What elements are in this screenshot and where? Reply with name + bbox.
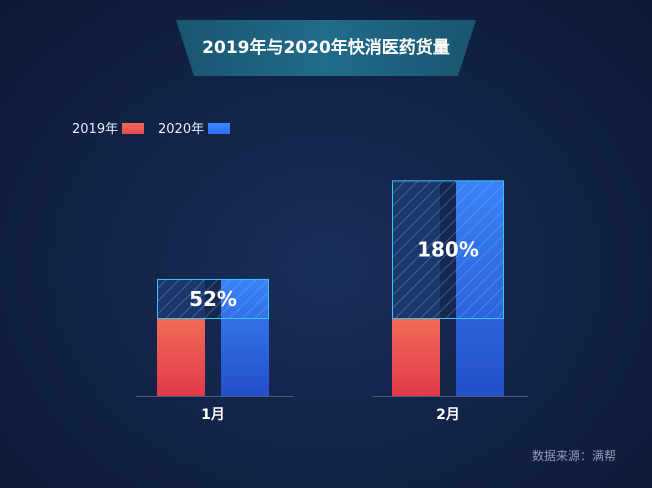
x-tick-label-2: 2月 [436,407,460,423]
legend-swatch-2020 [208,123,231,134]
growth-box-border [392,180,504,319]
legend-swatch-2019 [122,123,145,134]
growth-box-hatch [157,278,269,319]
legend-item-2019: 2019年 [72,122,145,138]
bar-2019-1 [157,319,205,396]
growth-label-2: 180% [417,238,479,262]
title-banner [176,20,476,76]
bar-2019-2 [392,319,440,396]
legend-label-2019: 2019年 [72,122,119,137]
growth-label-1: 52% [189,287,237,311]
legend-item-2020: 2020年 [158,122,231,138]
legend-label-2020: 2020年 [158,122,205,137]
source-note: 数据来源：满帮 [531,449,616,463]
x-tick-label-1: 1月 [201,407,225,423]
chart-title: 2019年与2020年快消医药货量 [202,38,450,58]
growth-box-border [157,278,269,319]
growth-box-hatch [392,180,504,319]
